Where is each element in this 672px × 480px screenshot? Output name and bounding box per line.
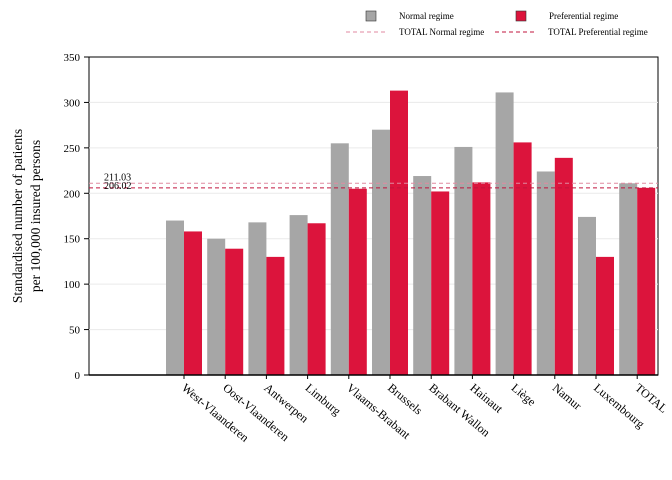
bar-normal	[289, 215, 308, 375]
bar-normal	[372, 129, 390, 375]
legend-label: TOTAL Preferential regime	[548, 27, 648, 37]
reference-line-label: 211.03	[104, 172, 131, 183]
x-category-label: TOTAL	[632, 381, 670, 416]
bar-normal	[578, 216, 596, 375]
bar-preferential	[184, 231, 202, 375]
reference-line-label: 206.02	[104, 181, 132, 192]
bar-preferential	[266, 256, 285, 375]
bar-preferential	[472, 182, 491, 375]
bar-preferential	[637, 187, 656, 375]
bar-preferential	[390, 90, 408, 376]
legend-label: Normal regime	[399, 11, 454, 21]
y-tick-label: 300	[64, 97, 81, 109]
legend-label: Preferential regime	[549, 11, 618, 21]
bar-normal	[207, 238, 226, 375]
legend-swatch	[515, 10, 527, 22]
bar-preferential	[596, 256, 614, 375]
y-tick-label: 0	[75, 370, 81, 382]
y-tick-label: 200	[64, 188, 81, 200]
bar-normal	[619, 183, 638, 375]
y-tick-label: 250	[64, 143, 81, 155]
bar-normal	[495, 92, 514, 375]
x-category-label: Liège	[509, 381, 539, 409]
bar-normal	[166, 220, 184, 375]
y-axis-label: Standardised number of patients	[10, 129, 25, 303]
x-category-label: Hainaut	[467, 381, 506, 417]
bar-normal	[413, 176, 432, 375]
y-tick-label: 50	[69, 325, 81, 337]
bar-normal	[330, 143, 349, 375]
legend-label: TOTAL Normal regime	[399, 27, 484, 37]
y-axis-label: per 100,000 insured persons	[28, 140, 43, 292]
y-tick-label: 150	[64, 234, 81, 246]
x-category-label: Namur	[550, 381, 585, 413]
bar-normal	[454, 146, 473, 375]
bar-preferential	[431, 191, 450, 375]
bar-preferential	[554, 157, 573, 375]
y-tick-label: 350	[64, 52, 81, 64]
bar-normal	[536, 171, 555, 375]
bar-normal	[248, 222, 267, 375]
bar-preferential	[307, 223, 326, 375]
legend-swatch	[365, 10, 377, 22]
bar-preferential	[513, 142, 532, 375]
bar-preferential	[225, 248, 244, 375]
bar-preferential	[348, 188, 367, 375]
y-tick-label: 100	[64, 279, 81, 291]
